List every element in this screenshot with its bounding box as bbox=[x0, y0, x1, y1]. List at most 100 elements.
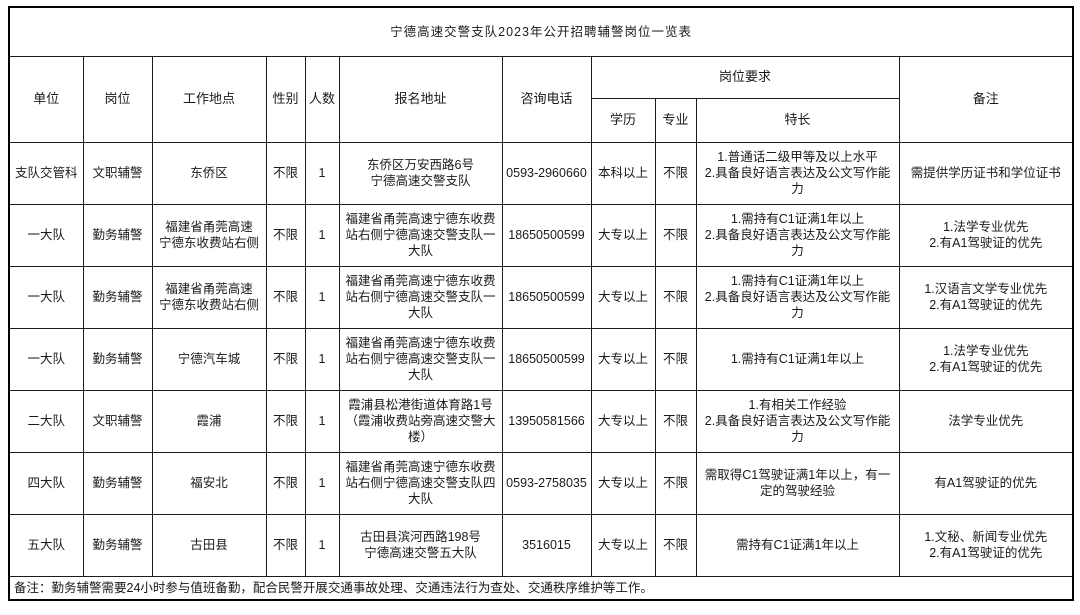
cell-position: 勤务辅警 bbox=[82, 327, 153, 391]
title-row: 宁德高速交警支队2023年公开招聘辅警岗位一览表 bbox=[8, 6, 1074, 57]
col-header-remarks: 备注 bbox=[898, 55, 1074, 143]
cell-remarks: 法学专业优先 bbox=[898, 389, 1074, 453]
table-row: 支队交管科 文职辅警 东侨区 不限 1 东侨区万安西路6号 宁德高速交警支队 0… bbox=[8, 141, 1074, 205]
cell-major: 不限 bbox=[654, 451, 697, 515]
cell-unit: 一大队 bbox=[8, 265, 84, 329]
cell-gender: 不限 bbox=[265, 141, 306, 205]
col-header-address: 报名地址 bbox=[338, 55, 503, 143]
cell-unit: 一大队 bbox=[8, 327, 84, 391]
cell-remarks: 1.文秘、新闻专业优先 2.有A1驾驶证的优先 bbox=[898, 513, 1074, 577]
cell-phone: 18650500599 bbox=[501, 265, 592, 329]
cell-count: 1 bbox=[304, 451, 340, 515]
cell-specialty: 1.有相关工作经验 2.具备良好语言表达及公文写作能力 bbox=[695, 389, 900, 453]
cell-phone: 0593-2960660 bbox=[501, 141, 592, 205]
cell-phone: 18650500599 bbox=[501, 327, 592, 391]
cell-count: 1 bbox=[304, 513, 340, 577]
cell-position: 勤务辅警 bbox=[82, 451, 153, 515]
footer-note-row: 备注：勤务辅警需要24小时参与值班备勤，配合民警开展交通事故处理、交通违法行为查… bbox=[8, 575, 1074, 601]
cell-position: 文职辅警 bbox=[82, 141, 153, 205]
col-header-major: 专业 bbox=[654, 97, 697, 143]
cell-gender: 不限 bbox=[265, 265, 306, 329]
cell-education: 大专以上 bbox=[590, 327, 656, 391]
recruitment-table: 宁德高速交警支队2023年公开招聘辅警岗位一览表 单位 岗位 工作地点 性别 人… bbox=[8, 6, 1075, 601]
page-title: 宁德高速交警支队2023年公开招聘辅警岗位一览表 bbox=[8, 6, 1074, 57]
cell-address: 福建省甬莞高速宁德东收费站右侧宁德高速交警支队一大队 bbox=[338, 327, 503, 391]
cell-location: 福建省甬莞高速 宁德东收费站右侧 bbox=[151, 265, 267, 329]
col-header-gender: 性别 bbox=[265, 55, 306, 143]
cell-major: 不限 bbox=[654, 327, 697, 391]
cell-specialty: 需取得C1驾驶证满1年以上，有一定的驾驶经验 bbox=[695, 451, 900, 515]
cell-remarks: 1.汉语言文学专业优先 2.有A1驾驶证的优先 bbox=[898, 265, 1074, 329]
cell-address: 古田县滨河西路198号 宁德高速交警五大队 bbox=[338, 513, 503, 577]
cell-gender: 不限 bbox=[265, 203, 306, 267]
cell-count: 1 bbox=[304, 203, 340, 267]
table-row: 二大队 文职辅警 霞浦 不限 1 霞浦县松港街道体育路1号（霞浦收费站旁高速交警… bbox=[8, 389, 1074, 453]
cell-position: 勤务辅警 bbox=[82, 203, 153, 267]
cell-education: 大专以上 bbox=[590, 389, 656, 453]
table-row: 一大队 勤务辅警 福建省甬莞高速 宁德东收费站右侧 不限 1 福建省甬莞高速宁德… bbox=[8, 203, 1074, 267]
cell-count: 1 bbox=[304, 141, 340, 205]
cell-position: 勤务辅警 bbox=[82, 513, 153, 577]
cell-specialty: 需持有C1证满1年以上 bbox=[695, 513, 900, 577]
cell-education: 大专以上 bbox=[590, 451, 656, 515]
cell-phone: 0593-2758035 bbox=[501, 451, 592, 515]
cell-location: 宁德汽车城 bbox=[151, 327, 267, 391]
cell-remarks: 有A1驾驶证的优先 bbox=[898, 451, 1074, 515]
cell-address: 东侨区万安西路6号 宁德高速交警支队 bbox=[338, 141, 503, 205]
cell-major: 不限 bbox=[654, 203, 697, 267]
cell-location: 古田县 bbox=[151, 513, 267, 577]
cell-specialty: 1.需持有C1证满1年以上 2.具备良好语言表达及公文写作能力 bbox=[695, 265, 900, 329]
cell-location: 福安北 bbox=[151, 451, 267, 515]
cell-location: 福建省甬莞高速 宁德东收费站右侧 bbox=[151, 203, 267, 267]
cell-gender: 不限 bbox=[265, 513, 306, 577]
cell-education: 本科以上 bbox=[590, 141, 656, 205]
header-row-bottom: 学历 专业 特长 bbox=[9, 97, 1073, 143]
cell-unit: 二大队 bbox=[8, 389, 84, 453]
col-header-specialty: 特长 bbox=[695, 97, 900, 143]
cell-unit: 支队交管科 bbox=[8, 141, 84, 205]
col-header-requirements-group: 岗位要求 bbox=[590, 55, 900, 99]
cell-unit: 五大队 bbox=[8, 513, 84, 577]
cell-specialty: 1.普通话二级甲等及以上水平 2.具备良好语言表达及公文写作能力 bbox=[695, 141, 900, 205]
cell-remarks: 1.法学专业优先 2.有A1驾驶证的优先 bbox=[898, 327, 1074, 391]
col-header-unit: 单位 bbox=[8, 55, 84, 143]
cell-count: 1 bbox=[304, 327, 340, 391]
col-header-phone: 咨询电话 bbox=[501, 55, 592, 143]
cell-count: 1 bbox=[304, 389, 340, 453]
cell-phone: 18650500599 bbox=[501, 203, 592, 267]
cell-education: 大专以上 bbox=[590, 513, 656, 577]
cell-gender: 不限 bbox=[265, 451, 306, 515]
col-header-count: 人数 bbox=[304, 55, 340, 143]
cell-phone: 13950581566 bbox=[501, 389, 592, 453]
cell-specialty: 1.需持有C1证满1年以上 2.具备良好语言表达及公文写作能力 bbox=[695, 203, 900, 267]
cell-address: 霞浦县松港街道体育路1号（霞浦收费站旁高速交警大楼） bbox=[338, 389, 503, 453]
cell-specialty: 1.需持有C1证满1年以上 bbox=[695, 327, 900, 391]
cell-major: 不限 bbox=[654, 141, 697, 205]
cell-unit: 四大队 bbox=[8, 451, 84, 515]
cell-phone: 3516015 bbox=[501, 513, 592, 577]
cell-location: 东侨区 bbox=[151, 141, 267, 205]
cell-unit: 一大队 bbox=[8, 203, 84, 267]
cell-major: 不限 bbox=[654, 265, 697, 329]
col-header-education: 学历 bbox=[590, 97, 656, 143]
col-header-position: 岗位 bbox=[82, 55, 153, 143]
cell-gender: 不限 bbox=[265, 327, 306, 391]
col-header-location: 工作地点 bbox=[151, 55, 267, 143]
cell-address: 福建省甬莞高速宁德东收费站右侧宁德高速交警支队四大队 bbox=[338, 451, 503, 515]
header-row-top: 单位 岗位 工作地点 性别 人数 报名地址 咨询电话 岗位要求 备注 bbox=[8, 55, 1074, 143]
cell-gender: 不限 bbox=[265, 389, 306, 453]
cell-count: 1 bbox=[304, 265, 340, 329]
cell-address: 福建省甬莞高速宁德东收费站右侧宁德高速交警支队一大队 bbox=[338, 265, 503, 329]
footer-note: 备注：勤务辅警需要24小时参与值班备勤，配合民警开展交通事故处理、交通违法行为查… bbox=[8, 575, 1074, 601]
cell-position: 文职辅警 bbox=[82, 389, 153, 453]
table-row: 四大队 勤务辅警 福安北 不限 1 福建省甬莞高速宁德东收费站右侧宁德高速交警支… bbox=[8, 451, 1074, 515]
cell-major: 不限 bbox=[654, 513, 697, 577]
cell-remarks: 需提供学历证书和学位证书 bbox=[898, 141, 1074, 205]
table-row: 五大队 勤务辅警 古田县 不限 1 古田县滨河西路198号 宁德高速交警五大队 … bbox=[8, 513, 1074, 577]
cell-location: 霞浦 bbox=[151, 389, 267, 453]
cell-position: 勤务辅警 bbox=[82, 265, 153, 329]
cell-remarks: 1.法学专业优先 2.有A1驾驶证的优先 bbox=[898, 203, 1074, 267]
table-row: 一大队 勤务辅警 福建省甬莞高速 宁德东收费站右侧 不限 1 福建省甬莞高速宁德… bbox=[8, 265, 1074, 329]
cell-education: 大专以上 bbox=[590, 265, 656, 329]
